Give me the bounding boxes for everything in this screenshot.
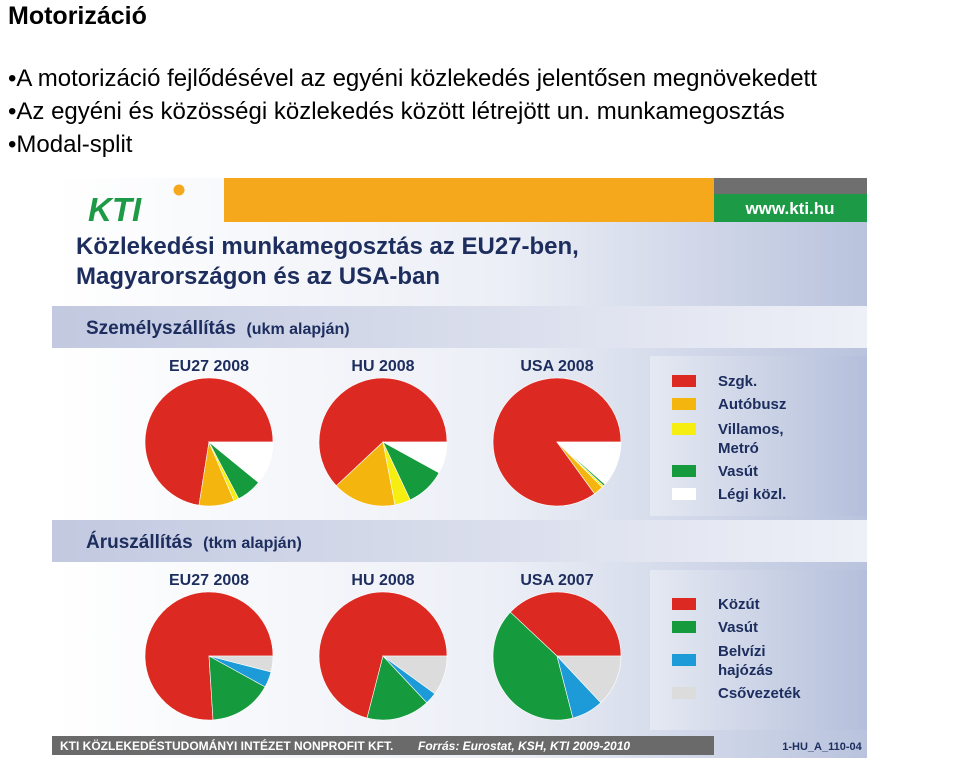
pie-slice-l-gi-k-zl- xyxy=(382,441,448,474)
bullet-list: A motorizáció fejlődésével az egyéni köz… xyxy=(8,62,817,161)
figure-title-line1: Közlekedési munkamegosztás az EU27-ben, xyxy=(76,233,579,260)
kti-logo: KTI xyxy=(88,184,185,228)
pie-slice-szgk- xyxy=(318,377,448,487)
pie-title-hu-passenger: HU 2008 xyxy=(351,358,414,375)
pie-slice-k-z-t xyxy=(509,591,622,657)
figure-svg: www.kti.hu KTI Közlekedési munkamegosztá… xyxy=(52,178,867,758)
modal-split-figure: www.kti.hu KTI Közlekedési munkamegosztá… xyxy=(52,178,867,758)
slide-title: Motorizáció xyxy=(8,2,147,30)
footer-org: KTI KÖZLEKEDÉSTUDOMÁNYI INTÉZET NONPROFI… xyxy=(60,738,393,753)
legend-swatch-szgk xyxy=(672,375,696,387)
legend-label-vasut-freight: Vasút xyxy=(718,619,758,636)
legend-label-csovezetek: Csővezeték xyxy=(718,685,801,702)
pie-slice-cs-vezet-k xyxy=(556,655,622,704)
footer-code: 1-HU_A_110-04 xyxy=(782,741,862,753)
legend-freight: Közút Vasút Belvízi hajózás Csővezeték xyxy=(672,596,801,702)
section-title-freight: Áruszállítás (tkm alapján) xyxy=(86,531,302,553)
pie-charts xyxy=(144,377,622,721)
kti-logo-text: KTI xyxy=(88,191,142,228)
pie-slice-cs-vezet-k xyxy=(382,655,448,695)
legend-swatch-vasut xyxy=(672,465,696,477)
pie-slice-vas-t xyxy=(492,611,574,721)
legend-label-szgk: Szgk. xyxy=(718,373,757,390)
legend-swatch-villamos xyxy=(672,423,696,435)
legend-label-metro: Metró xyxy=(718,440,759,457)
legend-swatch-autobusz xyxy=(672,398,696,410)
pie-slice-l-gi-k-zl- xyxy=(556,441,622,485)
legend-label-villamos: Villamos, xyxy=(718,421,784,438)
website-bar xyxy=(714,194,867,222)
header-grey-bar xyxy=(714,178,867,194)
pie-slice-cs-vezet-k xyxy=(208,655,274,673)
section-title-freight-main: Áruszállítás xyxy=(86,531,193,553)
figure-title-line2: Magyarországon és az USA-ban xyxy=(76,263,440,290)
footer-source: Forrás: Eurostat, KSH, KTI 2009-2010 xyxy=(418,739,630,753)
section-header-freight xyxy=(52,520,867,562)
legend-label-autobusz: Autóbusz xyxy=(718,396,786,413)
pie-slice-k-z-t xyxy=(318,591,448,719)
legend-swatch-belvizi xyxy=(672,654,696,666)
section-title-passenger-unit: (ukm alapján) xyxy=(246,321,349,338)
section-header-passenger xyxy=(52,306,867,348)
section-title-passenger: Személyszállítás (ukm alapján) xyxy=(86,318,350,339)
legend-label-hajozas: hajózás xyxy=(718,662,773,679)
legend-swatch-kozut xyxy=(672,598,696,610)
section-title-passenger-main: Személyszállítás xyxy=(86,318,236,339)
pie-slice-vas-t xyxy=(366,655,428,721)
pie-slice-l-gi-k-zl- xyxy=(208,441,274,483)
pie-title-usa-freight: USA 2007 xyxy=(520,572,593,589)
legend-label-belvizi: Belvízi xyxy=(718,643,766,660)
section-title-freight-unit: (tkm alapján) xyxy=(203,535,302,552)
header-orange-bar xyxy=(224,178,714,222)
bullet-item: Az egyéni és közösségi közlekedés között… xyxy=(8,95,817,128)
pie-title-eu27-passenger: EU27 2008 xyxy=(169,358,249,375)
legend-label-vasut: Vasút xyxy=(718,463,758,480)
bullet-item: Modal-split xyxy=(8,128,817,161)
pie-slice-vas-t xyxy=(208,655,266,721)
legend-label-kozut: Közút xyxy=(718,596,760,613)
legend-swatch-csovezetek xyxy=(672,687,696,699)
legend-swatch-legi xyxy=(672,488,696,500)
pie-title-hu-freight: HU 2008 xyxy=(351,572,414,589)
pie-title-usa-passenger: USA 2008 xyxy=(520,358,593,375)
logo-dot-icon xyxy=(173,184,185,196)
footer-bar xyxy=(52,736,714,755)
legend-box-freight xyxy=(650,570,867,730)
pie-title-eu27-freight: EU27 2008 xyxy=(169,572,249,589)
legend-label-legi: Légi közl. xyxy=(718,486,786,503)
legend-swatch-vasut-freight xyxy=(672,621,696,633)
website-text: www.kti.hu xyxy=(744,199,834,218)
bullet-item: A motorizáció fejlődésével az egyéni köz… xyxy=(8,62,816,95)
legend-passenger: Szgk. Autóbusz Villamos, Metró Vasút Lég… xyxy=(672,373,786,503)
pie-slice-aut-busz xyxy=(335,441,396,507)
pie-slice-szgk- xyxy=(492,377,622,507)
